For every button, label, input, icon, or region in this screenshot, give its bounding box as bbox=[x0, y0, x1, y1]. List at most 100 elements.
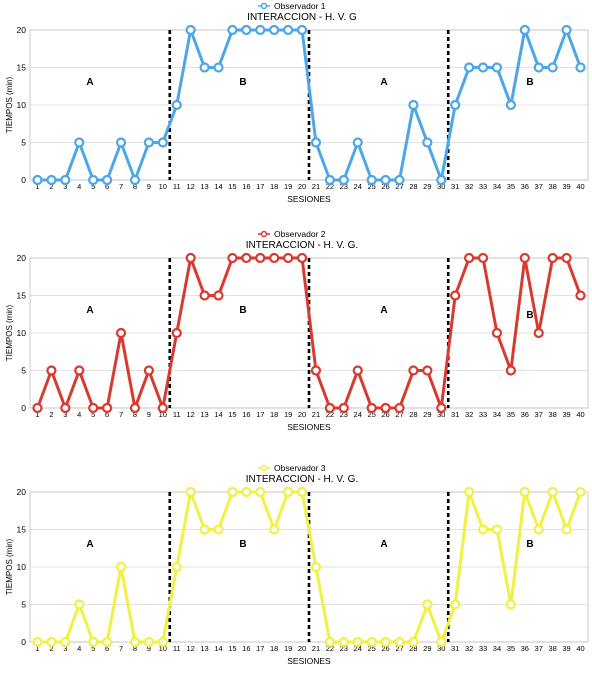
data-point bbox=[129, 174, 141, 186]
legend: Observador 3 bbox=[258, 463, 326, 473]
data-point bbox=[185, 24, 196, 36]
legend-label: Observador 3 bbox=[274, 463, 326, 473]
x-tick-label: 13 bbox=[200, 410, 208, 419]
x-tick-label: 17 bbox=[256, 182, 264, 191]
x-tick-label: 14 bbox=[214, 410, 222, 419]
x-tick-label: 23 bbox=[340, 644, 348, 653]
y-axis-title: TIEMPOS (min) bbox=[5, 538, 14, 595]
data-point bbox=[533, 327, 544, 339]
x-tick-label: 27 bbox=[395, 644, 403, 653]
x-tick-label: 27 bbox=[395, 182, 403, 191]
x-tick-label: 11 bbox=[173, 182, 181, 191]
data-point bbox=[115, 327, 127, 339]
data-point bbox=[171, 327, 182, 339]
x-tick-label: 37 bbox=[535, 410, 543, 419]
data-point bbox=[46, 636, 57, 648]
data-point bbox=[129, 402, 141, 414]
x-tick-label: 40 bbox=[576, 410, 584, 419]
x-tick-label: 21 bbox=[312, 644, 320, 653]
x-tick-label: 1 bbox=[35, 182, 39, 191]
x-tick-label: 13 bbox=[200, 644, 208, 653]
data-point bbox=[477, 252, 489, 264]
x-tick-label: 30 bbox=[437, 644, 445, 653]
data-point bbox=[199, 290, 210, 301]
x-tick-label: 40 bbox=[576, 644, 584, 653]
x-tick-label: 3 bbox=[63, 182, 67, 191]
phase-label: B bbox=[239, 77, 246, 88]
data-point bbox=[213, 62, 224, 73]
x-axis-title: SESIONES bbox=[287, 194, 331, 204]
data-point bbox=[157, 137, 168, 148]
x-tick-label: 33 bbox=[479, 644, 487, 653]
x-tick-label: 9 bbox=[147, 182, 151, 191]
x-tick-label: 36 bbox=[521, 182, 529, 191]
data-point bbox=[491, 62, 503, 73]
data-point bbox=[269, 524, 280, 535]
data-point bbox=[477, 524, 489, 535]
x-tick-label: 26 bbox=[381, 182, 389, 191]
x-tick-label: 28 bbox=[409, 410, 417, 419]
x-tick-label: 7 bbox=[119, 410, 123, 419]
legend: Observador 2 bbox=[258, 229, 326, 239]
data-point bbox=[269, 252, 280, 264]
data-point bbox=[422, 365, 433, 376]
x-tick-label: 1 bbox=[35, 644, 39, 653]
legend-marker bbox=[260, 230, 268, 238]
x-tick-label: 9 bbox=[147, 644, 151, 653]
data-point bbox=[561, 252, 572, 264]
data-point bbox=[157, 402, 168, 414]
data-point bbox=[477, 62, 489, 73]
y-tick-label: 15 bbox=[17, 291, 27, 301]
data-point bbox=[241, 252, 252, 264]
data-point bbox=[102, 174, 113, 186]
x-tick-label: 20 bbox=[298, 410, 306, 419]
data-point bbox=[324, 636, 335, 648]
x-tick-label: 30 bbox=[437, 410, 445, 419]
legend-label: Observador 1 bbox=[274, 1, 326, 11]
data-point bbox=[296, 486, 308, 498]
data-point bbox=[269, 24, 280, 36]
data-point bbox=[366, 402, 377, 414]
y-tick-label: 10 bbox=[17, 562, 27, 572]
x-tick-label: 7 bbox=[119, 182, 123, 191]
data-point bbox=[310, 137, 322, 148]
x-tick-label: 39 bbox=[562, 644, 570, 653]
x-tick-label: 10 bbox=[159, 182, 167, 191]
phase-label: B bbox=[239, 539, 246, 550]
data-point bbox=[74, 365, 85, 376]
x-tick-label: 14 bbox=[214, 644, 222, 653]
x-tick-label: 6 bbox=[105, 182, 109, 191]
data-point bbox=[255, 486, 266, 498]
data-point bbox=[338, 174, 349, 186]
data-point bbox=[115, 137, 127, 148]
y-tick-label: 0 bbox=[21, 637, 26, 647]
x-axis-title: SESIONES bbox=[287, 656, 331, 666]
phase-label: A bbox=[380, 305, 387, 316]
data-point bbox=[338, 636, 349, 648]
x-tick-label: 5 bbox=[91, 644, 95, 653]
x-tick-label: 31 bbox=[451, 644, 459, 653]
x-tick-label: 20 bbox=[298, 182, 306, 191]
x-tick-label: 21 bbox=[312, 182, 320, 191]
phase-label: A bbox=[86, 77, 93, 88]
data-point bbox=[102, 636, 113, 648]
y-tick-label: 15 bbox=[17, 525, 27, 535]
data-point bbox=[547, 486, 558, 498]
data-point bbox=[450, 599, 461, 610]
x-tick-label: 31 bbox=[451, 182, 459, 191]
x-tick-label: 32 bbox=[465, 410, 473, 419]
data-point bbox=[575, 62, 586, 73]
x-tick-label: 22 bbox=[326, 182, 334, 191]
data-point bbox=[575, 486, 586, 498]
x-tick-label: 6 bbox=[105, 644, 109, 653]
x-tick-label: 7 bbox=[119, 644, 123, 653]
x-tick-label: 8 bbox=[133, 644, 137, 653]
data-point bbox=[255, 252, 266, 264]
series-line bbox=[37, 28, 582, 182]
data-point bbox=[32, 174, 43, 186]
data-point bbox=[533, 524, 544, 535]
data-point bbox=[60, 174, 71, 186]
data-point bbox=[547, 62, 558, 73]
x-tick-label: 35 bbox=[507, 410, 515, 419]
